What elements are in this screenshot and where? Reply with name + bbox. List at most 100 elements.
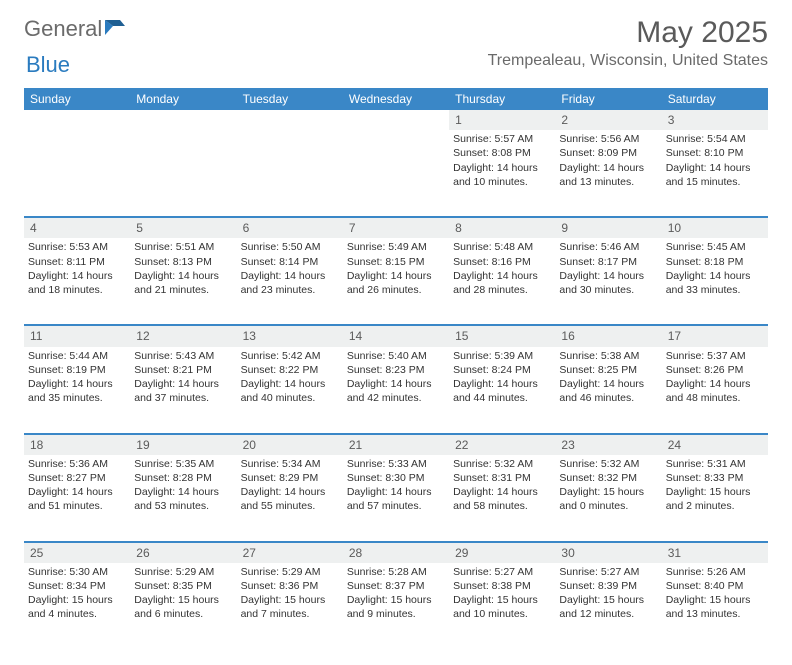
- sunset-text: Sunset: 8:31 PM: [453, 471, 551, 485]
- daylight-text: Daylight: 14 hours and 21 minutes.: [134, 269, 232, 297]
- sunrise-text: Sunrise: 5:31 AM: [666, 457, 764, 471]
- sunrise-text: Sunrise: 5:29 AM: [134, 565, 232, 579]
- sunset-text: Sunset: 8:32 PM: [559, 471, 657, 485]
- day-detail-cell: Sunrise: 5:33 AMSunset: 8:30 PMDaylight:…: [343, 455, 449, 541]
- daylight-text: Daylight: 14 hours and 55 minutes.: [241, 485, 339, 513]
- day-detail-cell: Sunrise: 5:57 AMSunset: 8:08 PMDaylight:…: [449, 130, 555, 216]
- sunrise-text: Sunrise: 5:50 AM: [241, 240, 339, 254]
- logo-word-blue: Blue: [26, 52, 70, 77]
- sunset-text: Sunset: 8:16 PM: [453, 255, 551, 269]
- sunrise-text: Sunrise: 5:53 AM: [28, 240, 126, 254]
- daylight-text: Daylight: 14 hours and 26 minutes.: [347, 269, 445, 297]
- day-detail-cell: Sunrise: 5:29 AMSunset: 8:36 PMDaylight:…: [237, 563, 343, 649]
- sunset-text: Sunset: 8:29 PM: [241, 471, 339, 485]
- day-detail-cell: Sunrise: 5:42 AMSunset: 8:22 PMDaylight:…: [237, 347, 343, 433]
- daylight-text: Daylight: 15 hours and 4 minutes.: [28, 593, 126, 621]
- daylight-text: Daylight: 15 hours and 6 minutes.: [134, 593, 232, 621]
- header-friday: Friday: [555, 88, 661, 110]
- day-detail-cell: Sunrise: 5:26 AMSunset: 8:40 PMDaylight:…: [662, 563, 768, 649]
- sunset-text: Sunset: 8:11 PM: [28, 255, 126, 269]
- daylight-text: Daylight: 14 hours and 58 minutes.: [453, 485, 551, 513]
- sunrise-text: Sunrise: 5:54 AM: [666, 132, 764, 146]
- daylight-text: Daylight: 14 hours and 48 minutes.: [666, 377, 764, 405]
- day-number-cell: 25: [24, 543, 130, 563]
- day-number-cell: 24: [662, 435, 768, 455]
- day-detail-cell: Sunrise: 5:40 AMSunset: 8:23 PMDaylight:…: [343, 347, 449, 433]
- day-number-cell: [24, 110, 130, 130]
- sunrise-text: Sunrise: 5:40 AM: [347, 349, 445, 363]
- sunrise-text: Sunrise: 5:36 AM: [28, 457, 126, 471]
- daylight-text: Daylight: 14 hours and 30 minutes.: [559, 269, 657, 297]
- sunset-text: Sunset: 8:34 PM: [28, 579, 126, 593]
- day-detail-cell: [237, 130, 343, 216]
- header-monday: Monday: [130, 88, 236, 110]
- daylight-text: Daylight: 14 hours and 15 minutes.: [666, 161, 764, 189]
- day-number-cell: 23: [555, 435, 661, 455]
- sunrise-text: Sunrise: 5:27 AM: [559, 565, 657, 579]
- sunrise-text: Sunrise: 5:42 AM: [241, 349, 339, 363]
- sunset-text: Sunset: 8:38 PM: [453, 579, 551, 593]
- day-number-cell: [130, 110, 236, 130]
- day-number-cell: 4: [24, 218, 130, 238]
- sunrise-text: Sunrise: 5:44 AM: [28, 349, 126, 363]
- day-detail-cell: Sunrise: 5:54 AMSunset: 8:10 PMDaylight:…: [662, 130, 768, 216]
- day-detail-row: Sunrise: 5:57 AMSunset: 8:08 PMDaylight:…: [24, 130, 768, 216]
- sunrise-text: Sunrise: 5:37 AM: [666, 349, 764, 363]
- day-detail-cell: Sunrise: 5:27 AMSunset: 8:39 PMDaylight:…: [555, 563, 661, 649]
- calendar-page: General May 2025 Trempealeau, Wisconsin,…: [0, 0, 792, 665]
- sunrise-text: Sunrise: 5:48 AM: [453, 240, 551, 254]
- day-detail-cell: Sunrise: 5:53 AMSunset: 8:11 PMDaylight:…: [24, 238, 130, 324]
- day-detail-row: Sunrise: 5:36 AMSunset: 8:27 PM Daylight:…: [24, 455, 768, 541]
- daylight-text: Daylight: 14 hours and 44 minutes.: [453, 377, 551, 405]
- sunset-text: Sunset: 8:36 PM: [241, 579, 339, 593]
- day-detail-cell: Sunrise: 5:39 AMSunset: 8:24 PMDaylight:…: [449, 347, 555, 433]
- day-number-cell: 31: [662, 543, 768, 563]
- day-number-cell: 29: [449, 543, 555, 563]
- sunrise-text: Sunrise: 5:35 AM: [134, 457, 232, 471]
- sunset-text: Sunset: 8:26 PM: [666, 363, 764, 377]
- day-detail-cell: Sunrise: 5:36 AMSunset: 8:27 PMDaylight:…: [24, 455, 130, 541]
- daylight-text: Daylight: 14 hours and 53 minutes.: [134, 485, 232, 513]
- day-detail-cell: Sunrise: 5:30 AMSunset: 8:34 PMDaylight:…: [24, 563, 130, 649]
- day-number-cell: 10: [662, 218, 768, 238]
- day-detail-cell: Sunrise: 5:49 AMSunset: 8:15 PMDaylight:…: [343, 238, 449, 324]
- sunrise-text: Sunrise: 5:43 AM: [134, 349, 232, 363]
- sunset-text: Sunset: 8:28 PM: [134, 471, 232, 485]
- daylight-text: Daylight: 14 hours and 23 minutes.: [241, 269, 339, 297]
- sunset-text: Sunset: 8:18 PM: [666, 255, 764, 269]
- daylight-text: Daylight: 14 hours and 46 minutes.: [559, 377, 657, 405]
- sunset-text: Sunset: 8:27 PM: [28, 471, 126, 485]
- day-number-cell: 8: [449, 218, 555, 238]
- sunset-text: Sunset: 8:37 PM: [347, 579, 445, 593]
- day-number-cell: 21: [343, 435, 449, 455]
- sunrise-text: Sunrise: 5:28 AM: [347, 565, 445, 579]
- sunset-text: Sunset: 8:17 PM: [559, 255, 657, 269]
- day-number-cell: 11: [24, 326, 130, 346]
- sunset-text: Sunset: 8:40 PM: [666, 579, 764, 593]
- flag-icon: [104, 18, 126, 41]
- daylight-text: Daylight: 15 hours and 7 minutes.: [241, 593, 339, 621]
- calendar-table: Sunday Monday Tuesday Wednesday Thursday…: [24, 88, 768, 649]
- day-number-cell: 3: [662, 110, 768, 130]
- day-detail-cell: Sunrise: 5:46 AMSunset: 8:17 PMDaylight:…: [555, 238, 661, 324]
- day-number-cell: 7: [343, 218, 449, 238]
- day-detail-cell: Sunrise: 5:51 AMSunset: 8:13 PMDaylight:…: [130, 238, 236, 324]
- calendar-body: 123Sunrise: 5:57 AMSunset: 8:08 PMDaylig…: [24, 110, 768, 649]
- weekday-header-row: Sunday Monday Tuesday Wednesday Thursday…: [24, 88, 768, 110]
- sunset-text: Sunset: 8:21 PM: [134, 363, 232, 377]
- sunrise-text: Sunrise: 5:39 AM: [453, 349, 551, 363]
- daynum-row: 123: [24, 110, 768, 130]
- daylight-text: Daylight: 14 hours and 37 minutes.: [134, 377, 232, 405]
- day-number-cell: 16: [555, 326, 661, 346]
- sunrise-text: Sunrise: 5:32 AM: [453, 457, 551, 471]
- sunrise-text: Sunrise: 5:49 AM: [347, 240, 445, 254]
- day-detail-cell: Sunrise: 5:45 AMSunset: 8:18 PMDaylight:…: [662, 238, 768, 324]
- header-tuesday: Tuesday: [237, 88, 343, 110]
- sunrise-text: Sunrise: 5:27 AM: [453, 565, 551, 579]
- day-number-cell: 14: [343, 326, 449, 346]
- day-detail-cell: Sunrise: 5:37 AMSunset: 8:26 PMDaylight:…: [662, 347, 768, 433]
- day-detail-cell: Sunrise: 5:43 AMSunset: 8:21 PMDaylight:…: [130, 347, 236, 433]
- day-number-cell: 27: [237, 543, 343, 563]
- day-detail-cell: [343, 130, 449, 216]
- day-number-cell: 19: [130, 435, 236, 455]
